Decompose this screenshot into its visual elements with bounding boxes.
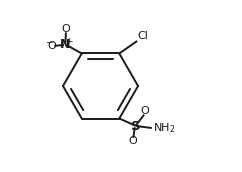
- Text: O: O: [61, 24, 70, 34]
- Text: O: O: [48, 41, 57, 51]
- Text: N: N: [60, 39, 70, 51]
- Text: S: S: [131, 120, 140, 133]
- Text: Cl: Cl: [137, 31, 148, 41]
- Text: −: −: [45, 37, 52, 47]
- Text: +: +: [65, 37, 73, 46]
- Text: O: O: [141, 106, 149, 116]
- Text: NH$_2$: NH$_2$: [153, 121, 175, 135]
- Text: O: O: [129, 136, 137, 146]
